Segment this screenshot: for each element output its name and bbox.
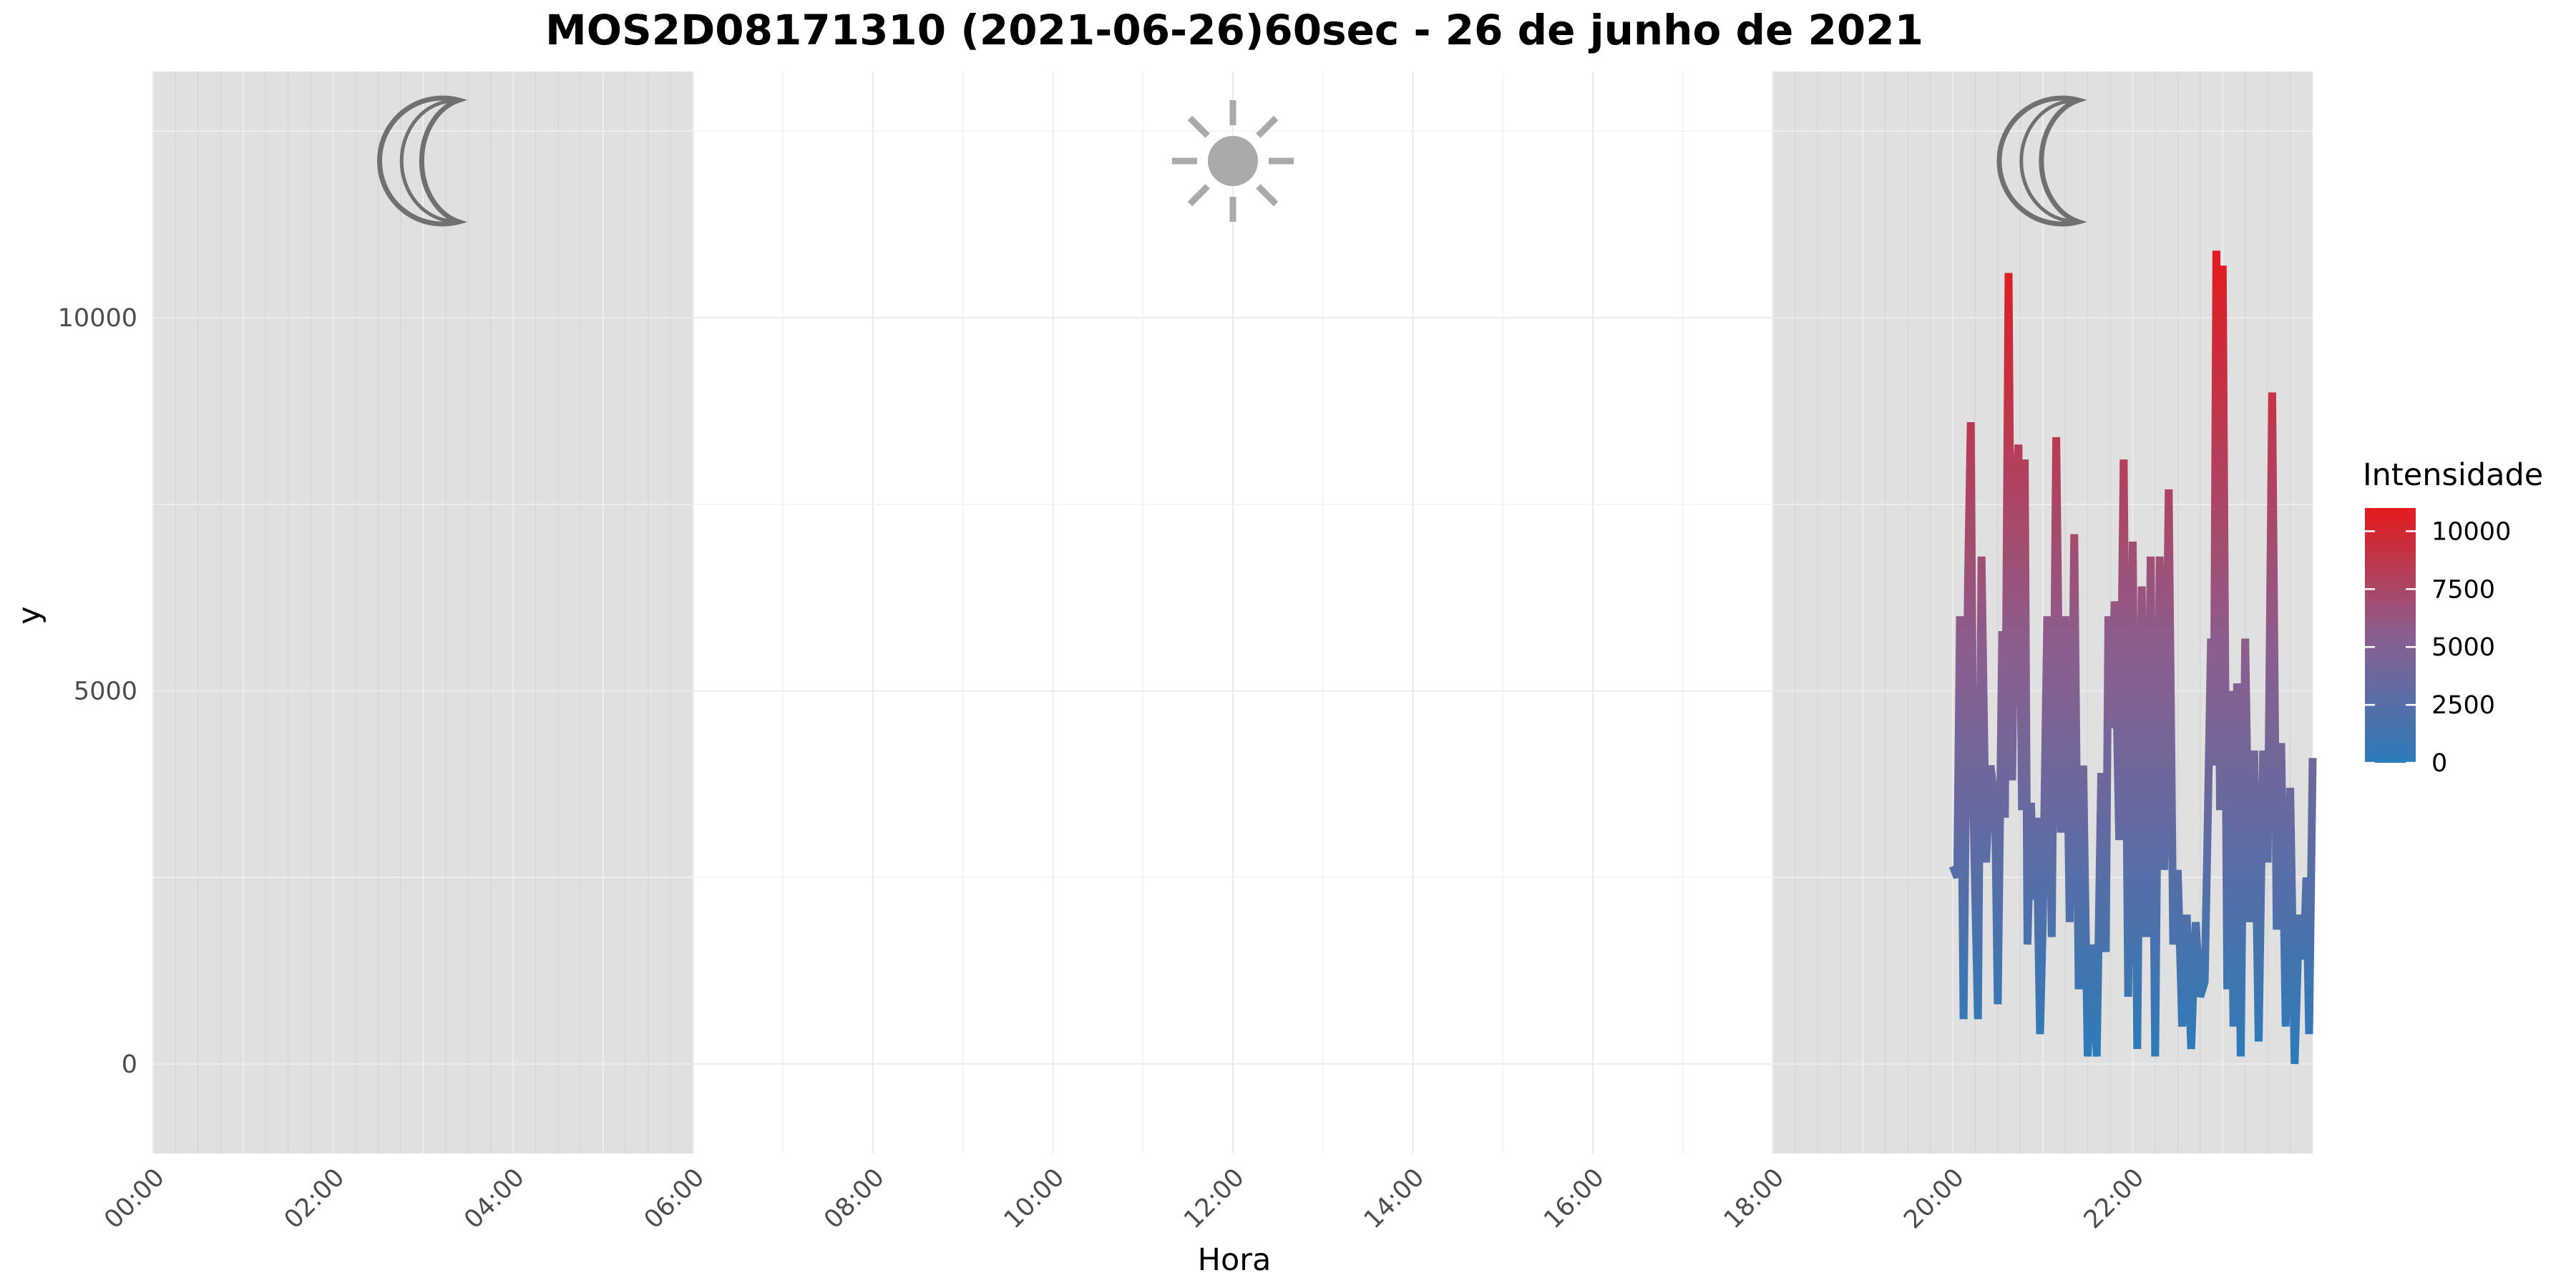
legend-tick-label: 7500 <box>2431 575 2495 604</box>
y-tick-label: 10000 <box>58 304 137 333</box>
x-tick-label: 04:00 <box>459 1163 530 1235</box>
x-tick-label: 10:00 <box>999 1163 1070 1235</box>
x-tick-label: 08:00 <box>819 1163 890 1235</box>
legend: Intensidade 0 2500 5000 7500 10000 <box>2363 457 2543 778</box>
x-tick-label: 00:00 <box>99 1163 170 1235</box>
x-axis-title: Hora <box>1198 1242 1272 1278</box>
legend-tick-label: 5000 <box>2431 633 2495 662</box>
legend-ticks: 0 2500 5000 7500 10000 <box>2365 517 2511 778</box>
legend-tick-label: 10000 <box>2431 517 2511 546</box>
x-tick-label: 06:00 <box>639 1163 711 1235</box>
y-tick-label: 0 <box>122 1050 137 1079</box>
legend-tick-label: 2500 <box>2431 691 2495 720</box>
legend-colorbar <box>2365 508 2416 763</box>
series-line-0 <box>1948 250 2317 1065</box>
x-tick-label: 14:00 <box>1359 1163 1430 1235</box>
moon-icon <box>1996 95 2087 227</box>
legend-tick-label: 0 <box>2431 749 2447 778</box>
x-tick-label: 18:00 <box>1719 1163 1790 1235</box>
x-tick-label: 16:00 <box>1538 1163 1610 1235</box>
chart-title: MOS2D08171310 (2021-06-26)60sec - 26 de … <box>545 6 1923 54</box>
x-tick-label: 22:00 <box>2079 1163 2150 1235</box>
x-tick-label: 20:00 <box>1898 1163 1970 1235</box>
y-tick-label: 5000 <box>74 677 137 706</box>
y-axis-title: y <box>11 606 47 624</box>
x-axis-ticks: 00:00 02:00 04:00 06:00 08:00 10:00 12:00 14:00… <box>99 1163 2150 1235</box>
x-tick-label: 12:00 <box>1179 1163 1250 1235</box>
x-tick-label: 02:00 <box>279 1163 351 1235</box>
legend-title: Intensidade <box>2363 457 2543 493</box>
day-night-icons <box>376 95 2087 227</box>
grid-lines <box>152 72 2313 1153</box>
y-axis-ticks: 0 5000 10000 <box>58 304 137 1079</box>
sun-icon <box>1172 100 1294 222</box>
series-intensidade <box>1948 250 2317 1065</box>
moon-icon <box>376 95 468 227</box>
